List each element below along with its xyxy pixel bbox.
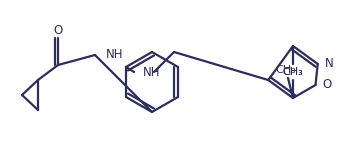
Text: NH: NH <box>106 48 124 61</box>
Text: O: O <box>322 79 332 92</box>
Text: CH₃: CH₃ <box>276 65 296 75</box>
Text: O: O <box>53 24 62 37</box>
Text: CH₃: CH₃ <box>283 67 303 77</box>
Text: CH₃: CH₃ <box>283 67 303 77</box>
Text: N: N <box>325 58 334 71</box>
Text: NH: NH <box>143 66 161 79</box>
